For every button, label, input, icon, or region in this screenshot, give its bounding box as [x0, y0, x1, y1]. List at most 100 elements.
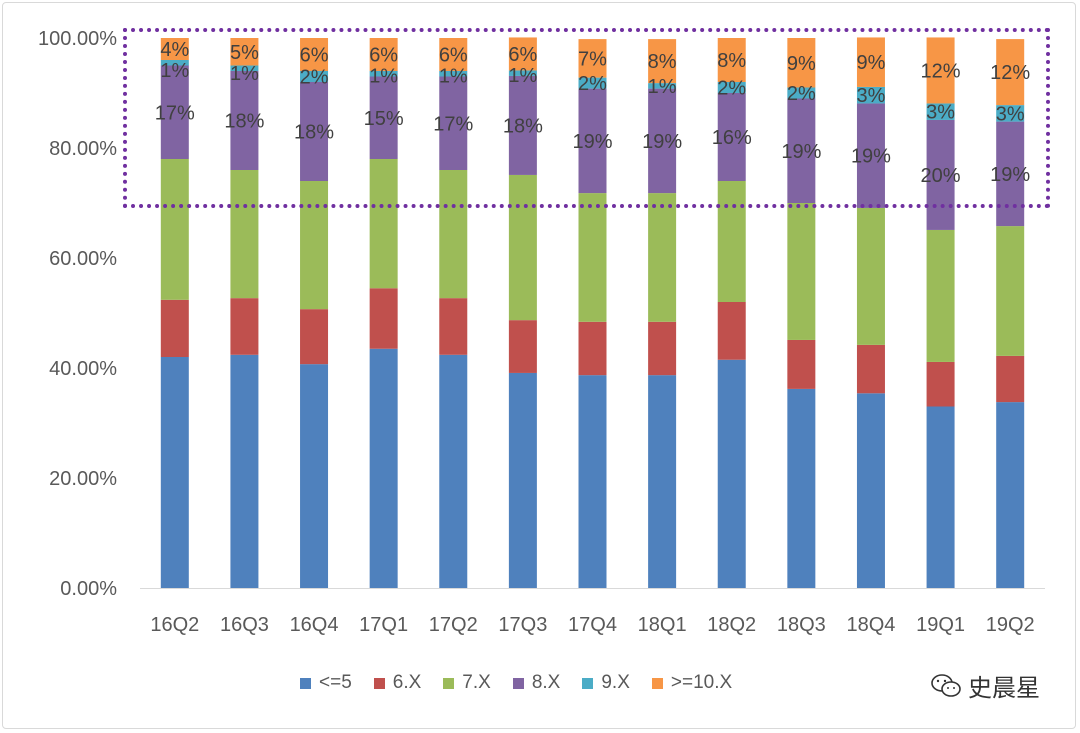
y-tick-label: 0.00%: [60, 578, 117, 600]
data-label: 12%: [990, 62, 1030, 84]
bar-segment: [717, 93, 746, 181]
data-label: 19%: [781, 141, 821, 163]
watermark-text: 史晨星: [968, 675, 1040, 702]
legend-swatch: [651, 677, 663, 689]
data-label: 19%: [642, 131, 682, 153]
bar-segment: [648, 375, 677, 588]
bar-segment: [230, 298, 259, 355]
bar-segment: [648, 83, 677, 89]
bar-segment: [300, 71, 329, 82]
bar-segment: [717, 82, 746, 93]
x-tick-label: 16Q4: [290, 614, 339, 636]
bar-segment: [508, 75, 537, 175]
bar-segment: [787, 339, 816, 389]
highlight-box: [123, 28, 1050, 208]
bar-segment: [300, 82, 329, 181]
bar-segment: [996, 226, 1025, 356]
bar-segment: [439, 354, 468, 588]
x-tick-label: 18Q3: [777, 614, 826, 636]
bar-segment: [717, 38, 746, 82]
x-tick-label: 16Q2: [150, 614, 199, 636]
data-label: 4%: [160, 39, 189, 61]
bar-segment: [230, 170, 259, 299]
data-label: 1%: [439, 66, 468, 88]
data-label: 1%: [508, 65, 537, 87]
bar-segment: [648, 193, 677, 322]
bar-segment: [996, 121, 1025, 227]
x-tick-label: 19Q2: [986, 614, 1035, 636]
bar-segment: [369, 348, 398, 588]
bar-segment: [508, 37, 537, 71]
legend-item: <=5: [300, 672, 352, 694]
data-label: 17%: [155, 102, 195, 124]
bar-segment: [996, 105, 1025, 122]
y-tick-label: 60.00%: [49, 248, 117, 270]
bar-segment: [787, 87, 816, 99]
bar-segment: [926, 406, 955, 588]
data-label: 17%: [433, 113, 473, 135]
data-label: 3%: [996, 103, 1025, 125]
bar-segment: [230, 38, 259, 66]
data-label: 9%: [857, 52, 886, 74]
data-label: 2%: [300, 67, 329, 89]
bar-segment: [787, 388, 816, 588]
data-label: 6%: [439, 45, 468, 67]
x-tick-label: 17Q4: [568, 614, 617, 636]
bar-segment: [439, 298, 468, 355]
bar-segment: [926, 361, 955, 407]
data-label: 1%: [230, 63, 259, 85]
bar-segment: [578, 77, 607, 89]
bar-segment: [369, 71, 398, 77]
legend-item: 9.X: [582, 672, 630, 694]
bar-segment: [578, 321, 607, 376]
bar-segment: [160, 65, 189, 159]
data-label: 7%: [578, 48, 607, 70]
bar-segment: [160, 60, 189, 66]
bar-segment: [508, 70, 537, 76]
watermark: 史晨星: [930, 668, 1040, 703]
bar-segment: [300, 309, 329, 365]
data-label: 20%: [921, 165, 961, 187]
bar-segment: [369, 38, 398, 71]
bar-segment: [439, 38, 468, 71]
data-label: 1%: [369, 66, 398, 88]
bar-segment: [926, 229, 955, 362]
bar-segment: [160, 357, 189, 588]
bar-segment: [648, 321, 677, 376]
bar-segment: [160, 38, 189, 60]
x-tick-label: 18Q4: [846, 614, 895, 636]
data-label: 9%: [787, 53, 816, 75]
legend-swatch: [373, 677, 385, 689]
data-label: 19%: [851, 146, 891, 168]
bar-segment: [787, 98, 816, 203]
bar-segment: [578, 375, 607, 588]
bar-segment: [230, 71, 259, 170]
x-tick-label: 19Q1: [916, 614, 965, 636]
x-tick-label: 17Q2: [429, 614, 478, 636]
bar-segment: [439, 71, 468, 77]
data-label: 3%: [926, 102, 955, 124]
bar-segment: [926, 119, 955, 230]
y-tick-label: 40.00%: [49, 358, 117, 380]
bar-segment: [439, 170, 468, 299]
data-label: 2%: [717, 78, 746, 100]
data-label: 19%: [990, 164, 1030, 186]
bar-segment: [856, 37, 885, 87]
data-label: 18%: [224, 111, 264, 133]
data-label: 19%: [572, 131, 612, 153]
legend-label: <=5: [319, 672, 352, 693]
data-label: 18%: [503, 115, 543, 137]
bar-segment: [926, 103, 955, 120]
bar-segment: [717, 302, 746, 360]
data-label: 12%: [921, 60, 961, 82]
bar-segment: [787, 203, 816, 340]
legend-label: 8.X: [531, 672, 561, 693]
legend-swatch: [582, 677, 594, 689]
bar-segment: [787, 38, 816, 88]
bar-segment: [856, 103, 885, 208]
legend-swatch: [443, 677, 455, 689]
data-label: 1%: [648, 76, 677, 98]
x-tick-label: 17Q3: [498, 614, 547, 636]
